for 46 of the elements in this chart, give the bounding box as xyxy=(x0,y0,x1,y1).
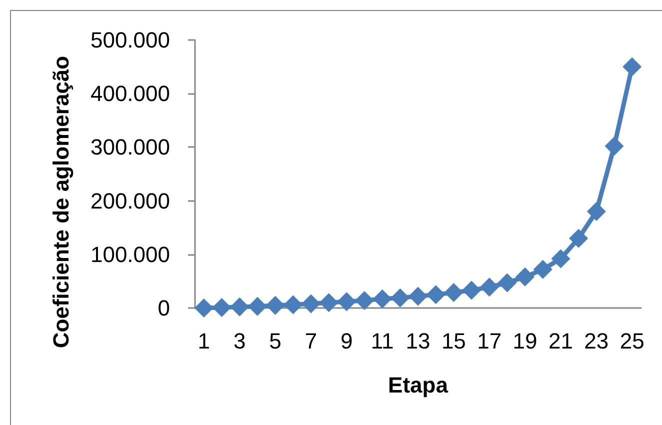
point xyxy=(444,282,464,302)
x-tick-label: 13 xyxy=(406,328,430,354)
point xyxy=(480,278,499,297)
x-tick-label: 1 xyxy=(198,328,210,354)
point xyxy=(462,280,482,300)
x-axis-title: Etapa xyxy=(388,372,449,398)
point xyxy=(390,288,410,308)
point xyxy=(569,228,588,248)
y-tick-label: 100.000 xyxy=(90,242,170,267)
point xyxy=(586,202,606,222)
x-tick-label: 5 xyxy=(269,328,282,354)
x-tick-label: 15 xyxy=(441,328,466,354)
x-tick-label: 9 xyxy=(340,328,353,354)
x-tick-label: 11 xyxy=(370,328,394,354)
point xyxy=(230,297,250,316)
point xyxy=(248,296,267,316)
y-tick-label: 300.000 xyxy=(90,134,170,160)
y-axis-title: Coeficiente de aglomeração xyxy=(48,56,74,348)
point xyxy=(622,57,642,76)
point xyxy=(533,260,552,279)
y-tick-label: 200.000 xyxy=(90,188,170,214)
x-tick-label: 21 xyxy=(548,328,573,354)
x-tick-label: 17 xyxy=(477,328,502,354)
point xyxy=(266,296,285,315)
point xyxy=(337,292,356,312)
point xyxy=(284,295,303,314)
point xyxy=(604,136,624,156)
x-tick-label: 25 xyxy=(620,328,644,354)
x-tick-label: 19 xyxy=(512,328,538,354)
y-tick-label: 400.000 xyxy=(90,81,170,106)
point xyxy=(319,293,338,312)
point xyxy=(354,290,374,310)
point xyxy=(551,249,570,268)
y-tick-label: 500.000 xyxy=(90,28,170,52)
x-tick-label: 7 xyxy=(304,328,318,354)
point xyxy=(498,273,517,292)
point xyxy=(301,294,320,314)
y-tick-label: 0 xyxy=(158,296,170,320)
point xyxy=(426,285,446,304)
point xyxy=(372,289,392,308)
point xyxy=(408,286,428,306)
x-tick-label: 3 xyxy=(233,328,246,354)
point xyxy=(212,298,232,317)
point xyxy=(194,298,214,318)
point xyxy=(516,267,535,286)
x-tick-label: 23 xyxy=(584,328,609,354)
